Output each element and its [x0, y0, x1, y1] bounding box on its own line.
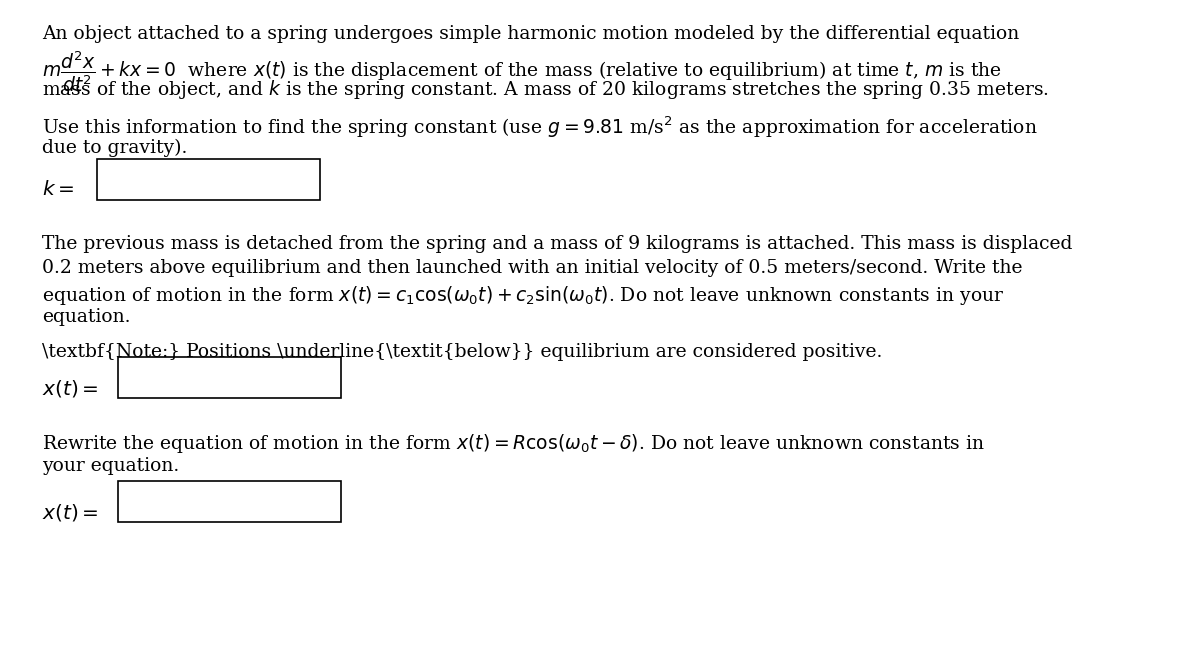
Text: Use this information to find the spring constant (use $g = 9.81$ m/s$^2$ as the : Use this information to find the spring …	[42, 114, 1038, 140]
Text: 0.2 meters above equilibrium and then launched with an initial velocity of 0.5 m: 0.2 meters above equilibrium and then la…	[42, 259, 1022, 277]
Text: equation.: equation.	[42, 308, 131, 326]
Text: $x(t) =$: $x(t) =$	[42, 502, 98, 523]
FancyBboxPatch shape	[97, 159, 320, 200]
FancyBboxPatch shape	[118, 357, 341, 398]
Text: mass of the object, and $k$ is the spring constant. A mass of 20 kilograms stret: mass of the object, and $k$ is the sprin…	[42, 78, 1049, 101]
Text: equation of motion in the form $x(t) = c_1\cos(\omega_0 t) + c_2\sin(\omega_0 t): equation of motion in the form $x(t) = c…	[42, 284, 1004, 307]
Text: due to gravity).: due to gravity).	[42, 139, 187, 157]
Text: $k =$: $k =$	[42, 180, 74, 199]
Text: An object attached to a spring undergoes simple harmonic motion modeled by the d: An object attached to a spring undergoes…	[42, 25, 1019, 43]
Text: $m\dfrac{d^2x}{dt^2} + kx = 0$  where $x(t)$ is the displacement of the mass (re: $m\dfrac{d^2x}{dt^2} + kx = 0$ where $x(…	[42, 49, 1002, 94]
Text: $x(t) =$: $x(t) =$	[42, 378, 98, 399]
Text: Rewrite the equation of motion in the form $x(t) = R\cos(\omega_0 t - \delta)$. : Rewrite the equation of motion in the fo…	[42, 432, 985, 456]
Text: your equation.: your equation.	[42, 457, 179, 475]
FancyBboxPatch shape	[118, 481, 341, 522]
Text: \textbf{Note:} Positions \underline{\textit{below}} equilibrium are considered p: \textbf{Note:} Positions \underline{\tex…	[42, 343, 882, 361]
Text: The previous mass is detached from the spring and a mass of 9 kilograms is attac: The previous mass is detached from the s…	[42, 235, 1072, 253]
